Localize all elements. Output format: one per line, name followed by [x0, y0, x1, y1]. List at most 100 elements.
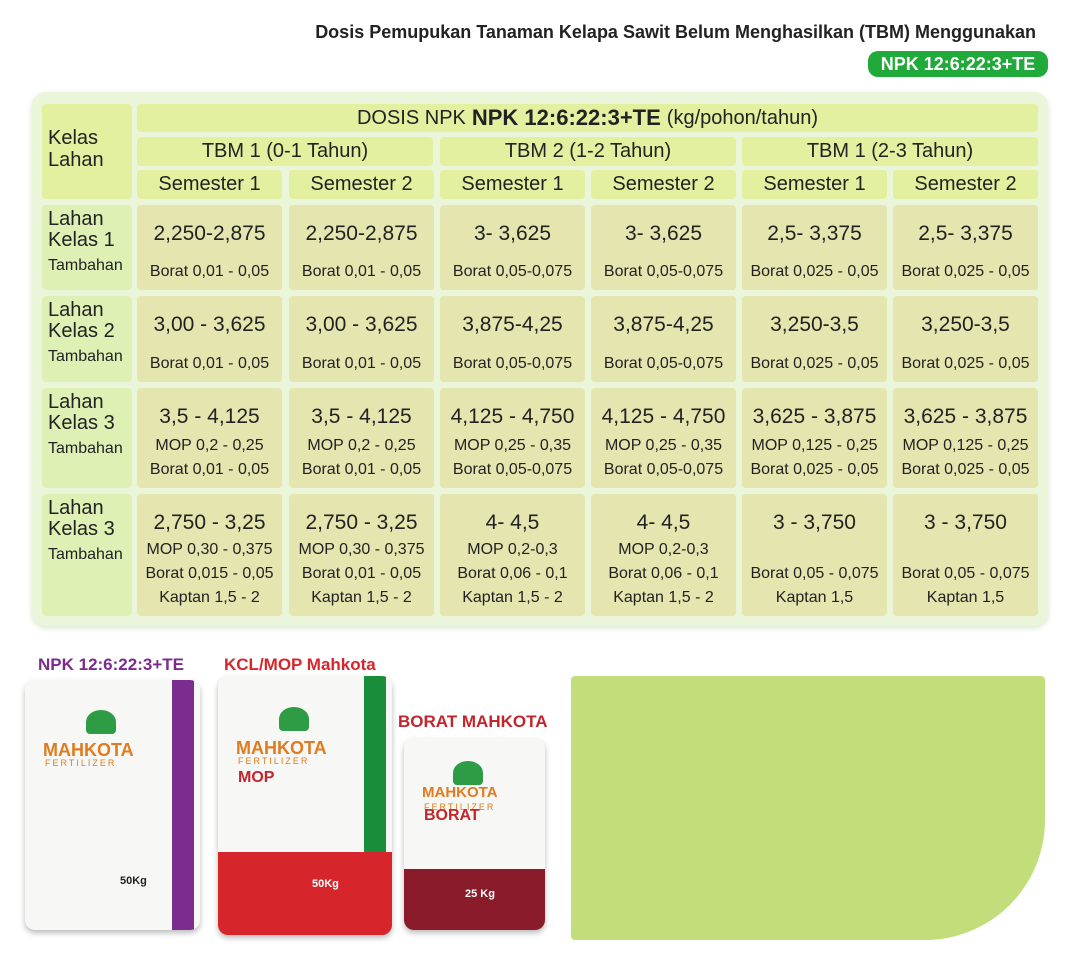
row-label: Lahan [48, 391, 104, 413]
bag-weight: 50Kg [120, 875, 147, 887]
dose-cell: 3- 3,625 Borat 0,05-0,075 [440, 205, 585, 290]
dose-extra: Borat 0,015 - 0,05 [145, 565, 274, 582]
dose-cell: 2,5- 3,375 Borat 0,025 - 0,05 [893, 205, 1038, 290]
dose-cell: 3,875-4,25 Borat 0,05-0,075 [440, 296, 585, 382]
dose-main: 3- 3,625 [624, 222, 703, 245]
group-header: TBM 2 (1-2 Tahun) [440, 137, 736, 166]
row-label: Lahan [48, 497, 104, 519]
dose-extra: Borat 0,01 - 0,05 [149, 355, 270, 372]
dose-header-part: NPK 12:6:22:3+TE [471, 105, 661, 130]
semester-header: Semester 1 [137, 170, 282, 199]
dose-main: 3,250-3,5 [770, 313, 859, 336]
group-header: TBM 1 (2-3 Tahun) [742, 137, 1038, 166]
dose-extra: Kaptan 1,5 - 2 [462, 589, 563, 606]
dose-extra: Borat 0,025 - 0,05 [901, 263, 1030, 280]
badge: NPK 12:6:22:3+TE [868, 51, 1048, 77]
dose-cell: 2,250-2,875 Borat 0,01 - 0,05 [289, 205, 434, 290]
dose-main: 3,875-4,25 [462, 313, 563, 336]
row-label: Kelas 1 [48, 229, 115, 251]
bag-logo [453, 761, 484, 786]
dose-main: 2,5- 3,375 [767, 222, 862, 245]
dose-extra: Borat 0,05 - 0,075 [750, 565, 879, 582]
dose-extra: Borat 0,025 - 0,05 [901, 461, 1030, 478]
dose-extra: Borat 0,05 - 0,075 [901, 565, 1030, 582]
dose-extra: Borat 0,01 - 0,05 [301, 461, 422, 478]
semester-header: Semester 2 [893, 170, 1038, 199]
dose-header-part: DOSIS NPK [356, 106, 466, 129]
dose-main: 4- 4,5 [636, 511, 691, 534]
row-label: Kelas 3 [48, 412, 115, 434]
row-label-cell: Lahan Kelas 1 Tambahan [42, 205, 132, 290]
row-extra: Tambahan [48, 440, 123, 457]
dose-extra: Borat 0,025 - 0,05 [750, 263, 879, 280]
dose-extra: MOP 0,125 - 0,25 [902, 437, 1029, 454]
product-caption: KCL/MOP Mahkota [224, 655, 376, 674]
row-extra: Tambahan [48, 546, 123, 563]
bag-name: BORAT [424, 807, 480, 825]
dose-extra: MOP 0,125 - 0,25 [751, 437, 878, 454]
dose-extra: MOP 0,2 - 0,25 [307, 437, 416, 454]
row-label-cell: Lahan Kelas 3 Tambahan [42, 494, 132, 616]
row-extra: Tambahan [48, 348, 123, 365]
corner-text: Lahan [48, 149, 104, 171]
dose-extra: Kaptan 1,5 - 2 [311, 589, 412, 606]
dose-extra: MOP 0,2-0,3 [618, 541, 709, 558]
semester-header: Semester 2 [289, 170, 434, 199]
green-panel [571, 676, 1045, 940]
semester-header: Semester 2 [591, 170, 736, 199]
dose-cell: 4- 4,5 MOP 0,2-0,3 Borat 0,06 - 0,1 Kaptan … [591, 494, 736, 616]
dose-extra: MOP 0,30 - 0,375 [146, 541, 273, 558]
dose-extra: Borat 0,025 - 0,05 [750, 355, 879, 372]
dose-cell: 3,625 - 3,875 MOP 0,125 - 0,25 Borat 0,025… [742, 388, 887, 488]
dose-extra: Kaptan 1,5 [926, 589, 1005, 606]
dose-cell: 4- 4,5 MOP 0,2-0,3 Borat 0,06 - 0,1 Kaptan … [440, 494, 585, 616]
bag-sub: FERTILIZER [238, 756, 310, 767]
dose-extra: MOP 0,25 - 0,35 [453, 437, 572, 454]
dose-cell: 2,750 - 3,25 MOP 0,30 - 0,375 Borat 0,01 -… [289, 494, 434, 616]
dose-cell: 3 - 3,750 Borat 0,05 - 0,075 Kaptan 1,5 [893, 494, 1038, 616]
dose-main: 3,00 - 3,625 [305, 313, 418, 336]
dose-cell: 3,5 - 4,125 MOP 0,2 - 0,25 Borat 0,01 - 0,… [289, 388, 434, 488]
dose-extra: Borat 0,05-0,075 [603, 355, 724, 372]
dose-extra: Borat 0,05-0,075 [452, 355, 573, 372]
dose-extra: MOP 0,30 - 0,375 [298, 541, 425, 558]
dose-cell: 2,5- 3,375 Borat 0,025 - 0,05 [742, 205, 887, 290]
dose-extra: Borat 0,025 - 0,05 [901, 355, 1030, 372]
dose-extra: Borat 0,01 - 0,05 [301, 355, 422, 372]
group-header: TBM 1 (0-1 Tahun) [137, 137, 433, 166]
dose-main: 3,625 - 3,875 [903, 405, 1028, 428]
dose-extra: Borat 0,025 - 0,05 [750, 461, 879, 478]
dose-main: 3,00 - 3,625 [153, 313, 266, 336]
row-label: Lahan [48, 299, 104, 321]
dose-extra: Borat 0,01 - 0,05 [301, 565, 422, 582]
dose-extra: Kaptan 1,5 [775, 589, 854, 606]
dose-main: 3- 3,625 [473, 222, 552, 245]
row-label: Kelas 3 [48, 518, 115, 540]
dose-main: 2,250-2,875 [305, 222, 418, 245]
bag-bottom [218, 852, 392, 935]
dose-main: 2,5- 3,375 [918, 222, 1013, 245]
dose-extra: Borat 0,06 - 0,1 [457, 565, 568, 582]
dose-cell: 3,625 - 3,875 MOP 0,125 - 0,25 Borat 0,025… [893, 388, 1038, 488]
bag-bottom [404, 868, 545, 930]
dose-cell: 4,125 - 4,750 MOP 0,25 - 0,35 Borat 0,05-0… [440, 388, 585, 488]
row-extra: Tambahan [48, 257, 123, 274]
dose-extra: Borat 0,01 - 0,05 [149, 461, 270, 478]
bag-name: MOP [238, 769, 275, 787]
row-label: Lahan [48, 208, 104, 230]
dose-main: 2,750 - 3,25 [153, 511, 266, 534]
bag-sub: FERTILIZER [424, 802, 496, 813]
dose-cell: 3,250-3,5 Borat 0,025 - 0,05 [893, 296, 1038, 382]
dose-extra: Borat 0,06 - 0,1 [608, 565, 719, 582]
dose-main: 3 - 3,750 [773, 511, 856, 534]
dose-main: 3,250-3,5 [921, 313, 1010, 336]
dose-main: 4,125 - 4,750 [450, 405, 575, 428]
dose-extra: Borat 0,05-0,075 [452, 263, 573, 280]
dose-cell: 4,125 - 4,750 MOP 0,25 - 0,35 Borat 0,05-0… [591, 388, 736, 488]
dose-main: 3,875-4,25 [613, 313, 714, 336]
dose-header: DOSIS NPK NPK 12:6:22:3+TE (kg/pohon/tahun… [137, 104, 1038, 132]
product-bag: MAHKOTA FERTILIZER 50Kg [25, 680, 200, 930]
dose-cell: 3- 3,625 Borat 0,05-0,075 [591, 205, 736, 290]
semester-header: Semester 1 [440, 170, 585, 199]
